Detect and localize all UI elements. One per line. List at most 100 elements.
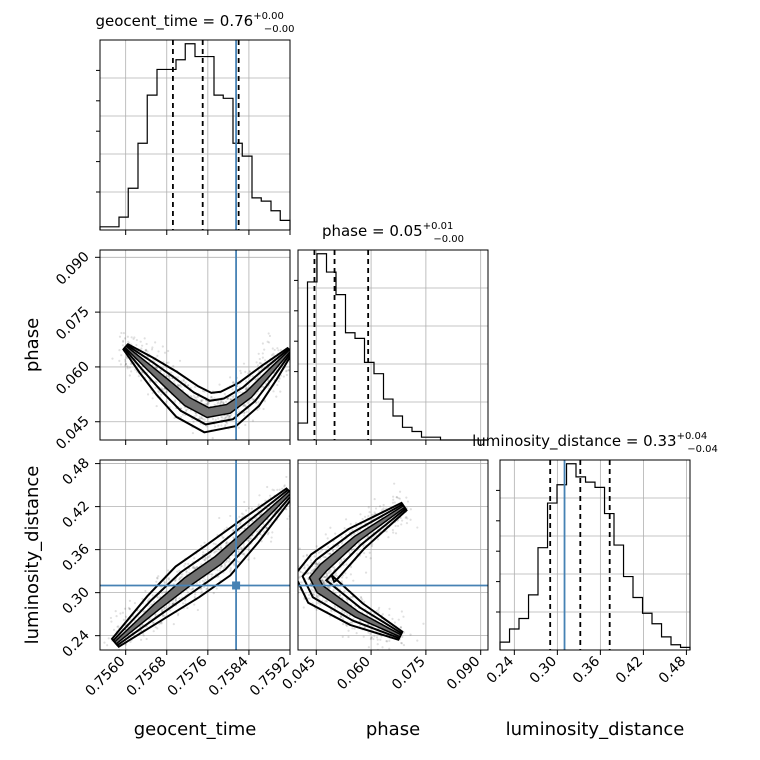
sample-point [124, 615, 128, 618]
sample-point [356, 552, 359, 555]
sample-point [230, 413, 233, 417]
sample-point [352, 532, 355, 536]
sample-point [246, 523, 249, 527]
sample-point [227, 416, 230, 420]
sample-point [400, 642, 404, 645]
sample-point [349, 565, 353, 569]
sample-point [134, 368, 137, 371]
sample-point [326, 572, 329, 575]
sample-point [304, 592, 307, 595]
sample-point [393, 621, 397, 624]
sample-point [392, 531, 395, 534]
sample-point [244, 388, 247, 391]
sample-point [224, 542, 227, 545]
sample-point [128, 607, 131, 610]
panel-frame [99, 39, 291, 231]
sample-point [267, 523, 270, 526]
sample-point [340, 535, 343, 539]
sample-point [184, 562, 187, 566]
sample-point [397, 496, 400, 500]
sample-point [164, 591, 167, 594]
sample-point [181, 602, 185, 605]
sample-point [160, 591, 163, 595]
sample-point [344, 518, 348, 521]
density-panel-geocent_time-phase: 0.045 0.060 0.075 0.090 [53, 249, 301, 453]
geocent_time-x-tick-label: 0.7584 [206, 653, 252, 699]
sample-point [328, 586, 331, 590]
sample-point [365, 555, 368, 559]
sample-point [406, 517, 409, 520]
sample-point [172, 623, 175, 626]
sample-point [243, 500, 246, 504]
sample-point [306, 563, 309, 567]
sample-point [213, 403, 216, 407]
sample-point [347, 551, 351, 554]
sample-point [232, 395, 235, 398]
sample-point [404, 516, 407, 519]
sample-point [295, 517, 297, 519]
sample-point [342, 617, 345, 620]
sample-point [154, 386, 157, 389]
sample-point [343, 590, 346, 593]
sample-point [247, 372, 250, 375]
sample-point [371, 513, 374, 516]
sample-point [266, 340, 269, 343]
luminosity_distance-y-tick-label: 0.42 [59, 498, 92, 531]
sample-point [321, 578, 324, 582]
sample-point [291, 570, 293, 572]
sample-point [155, 366, 158, 369]
sample-point [329, 570, 332, 573]
sample-point [327, 545, 330, 549]
sample-point [260, 540, 263, 543]
sample-point [292, 497, 294, 499]
sample-point [255, 516, 258, 519]
sample-point [399, 626, 402, 629]
sample-point [376, 638, 379, 641]
sample-point [146, 393, 150, 396]
sample-point [194, 566, 197, 569]
sample-point [242, 545, 246, 548]
sample-point [154, 613, 157, 616]
sample-point [299, 374, 301, 376]
sample-point [202, 551, 205, 554]
sample-point [325, 600, 329, 603]
sample-point [405, 496, 408, 499]
sample-point [298, 547, 301, 550]
sample-point [327, 571, 330, 575]
sample-point [172, 380, 175, 383]
sample-point [141, 597, 144, 601]
sample-point [367, 631, 370, 634]
sample-point [392, 495, 395, 498]
sample-point [253, 557, 256, 560]
sample-point [162, 608, 165, 611]
sample-point [263, 348, 266, 351]
sample-point [178, 597, 181, 600]
sample-point [206, 587, 209, 590]
sample-point [220, 564, 223, 567]
sample-point [217, 401, 220, 404]
sample-point [180, 575, 183, 578]
sample-point [323, 580, 326, 583]
sample-point [261, 356, 264, 359]
density-panel-geocent_time-luminosity_distance: 0.75600.75680.75760.75840.75920.240.300.… [59, 455, 297, 699]
sample-point [397, 618, 400, 621]
sample-point [176, 376, 180, 379]
sample-point [263, 400, 266, 403]
sample-point [351, 627, 354, 630]
sample-point [385, 530, 388, 533]
sample-point [344, 533, 348, 537]
sample-point [227, 414, 230, 417]
hist-panel-phase: phase = 0.05+0.01 −0.00 [294, 221, 489, 445]
sample-point [291, 358, 293, 360]
sample-point [363, 551, 366, 555]
sample-point [341, 623, 345, 626]
sample-point [163, 351, 167, 354]
sample-point [214, 543, 217, 546]
sample-point [358, 541, 361, 544]
sample-point [168, 377, 171, 380]
sample-point [205, 425, 208, 428]
sample-point [224, 423, 227, 427]
sample-point [220, 424, 223, 427]
sample-point [163, 606, 166, 609]
sample-point [293, 491, 295, 493]
